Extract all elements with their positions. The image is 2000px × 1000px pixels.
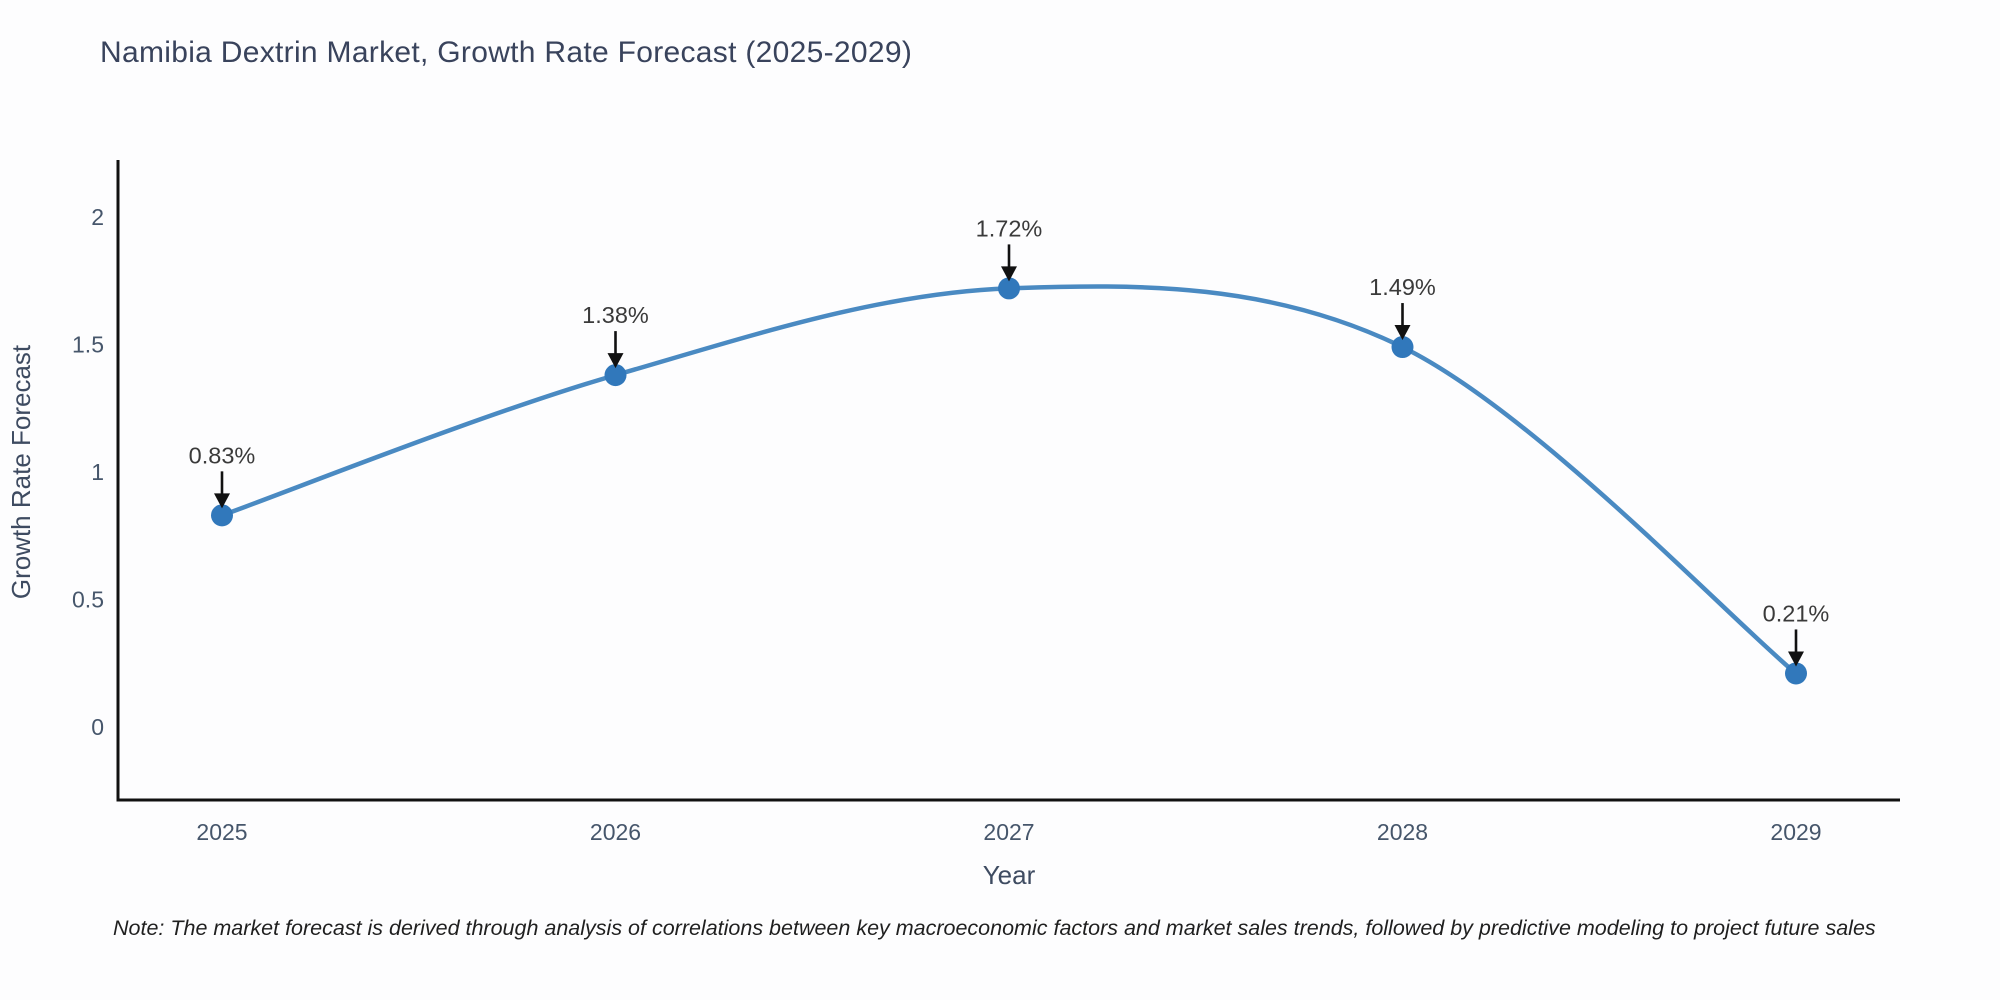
data-point-marker (1391, 336, 1414, 359)
point-annotation-label: 1.72% (976, 215, 1043, 241)
x-tick-label: 2029 (1770, 819, 1821, 845)
point-annotation-label: 1.38% (582, 302, 649, 328)
y-tick-label: 0 (91, 714, 104, 740)
y-axis-title: Growth Rate Forecast (6, 344, 36, 599)
footnote-text: Note: The market forecast is derived thr… (113, 916, 1876, 940)
x-tick-label: 2027 (983, 819, 1034, 845)
chart-title: Namibia Dextrin Market, Growth Rate Fore… (100, 36, 913, 69)
annotation-arrowhead (1788, 651, 1804, 667)
annotation-arrowhead (607, 353, 624, 369)
y-tick-label: 2 (91, 204, 104, 230)
y-tick-label: 1.5 (72, 332, 104, 358)
trend-line (219, 284, 1799, 676)
y-tick-label: 0.5 (72, 587, 104, 613)
x-tick-label: 2025 (196, 819, 247, 845)
point-annotation-label: 1.49% (1369, 274, 1436, 300)
point-annotation-label: 0.21% (1763, 600, 1830, 626)
data-point-marker (998, 277, 1020, 300)
data-point-marker (211, 504, 233, 527)
y-tick-label: 1 (91, 459, 104, 485)
annotation-arrowhead (1001, 266, 1017, 282)
x-tick-label: 2028 (1377, 819, 1428, 845)
x-axis-title: Year (983, 860, 1036, 890)
data-point-marker (604, 364, 627, 387)
point-annotation-label: 0.83% (189, 442, 256, 468)
x-tick-label: 2026 (590, 819, 641, 845)
annotation-arrowhead (1394, 325, 1411, 341)
annotation-arrowhead (214, 493, 230, 509)
data-point-marker (1785, 662, 1807, 685)
